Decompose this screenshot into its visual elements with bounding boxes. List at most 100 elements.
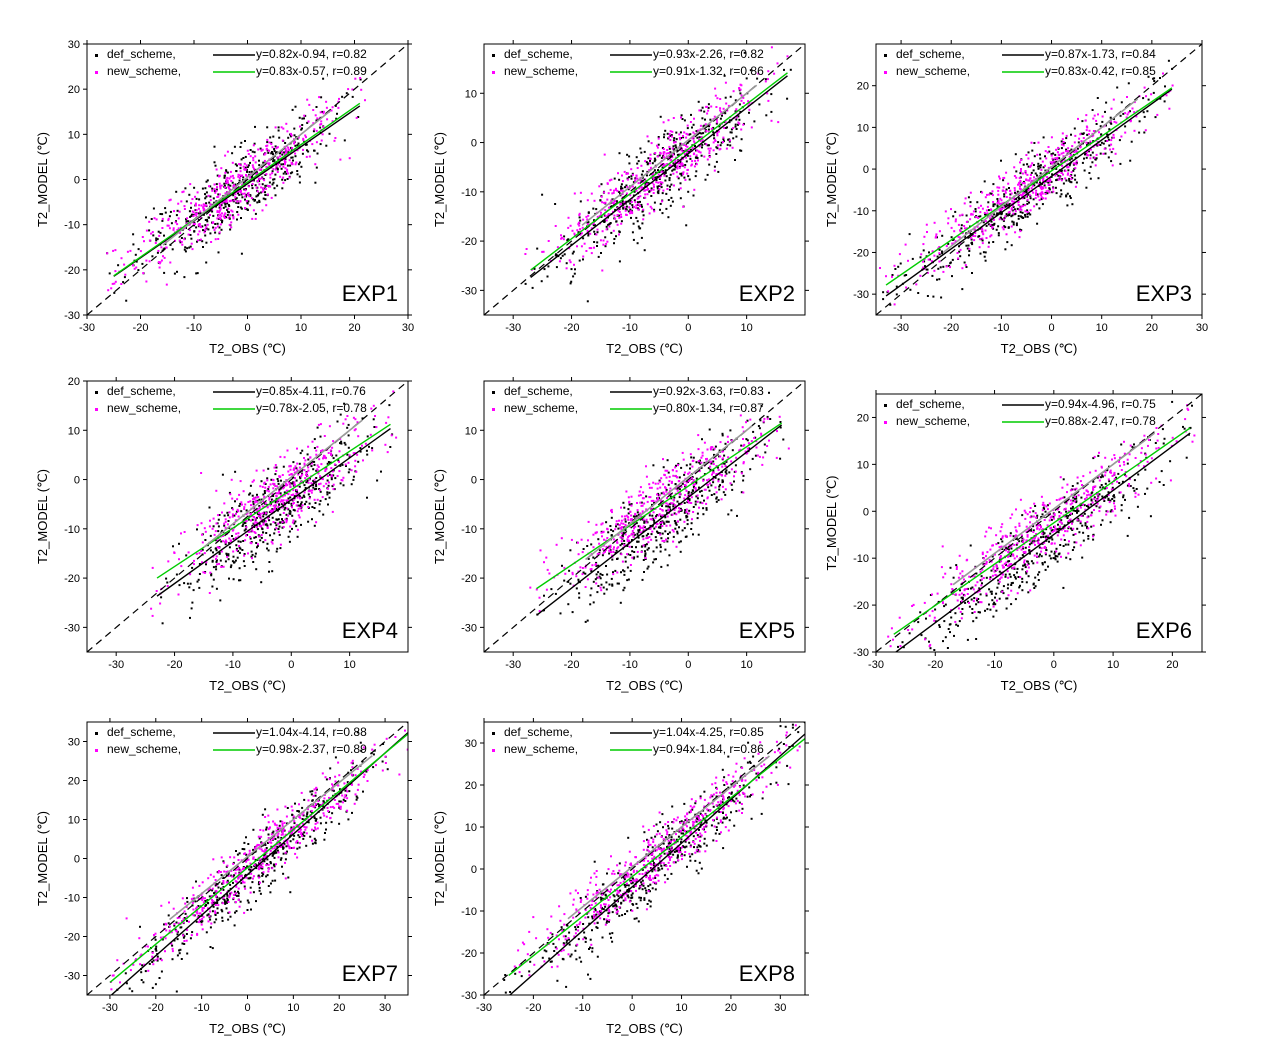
- new-scheme-point: [999, 208, 1001, 211]
- def-scheme-point: [700, 466, 703, 469]
- new-scheme-point: [607, 192, 610, 195]
- def-scheme-point: [1138, 120, 1141, 123]
- def-scheme-point: [640, 203, 643, 206]
- def-scheme-point: [664, 548, 667, 551]
- def-scheme-point: [361, 417, 364, 420]
- def-scheme-point: [1071, 203, 1074, 206]
- new-scheme-point: [293, 481, 296, 484]
- def-scheme-point: [712, 131, 715, 134]
- def-scheme-point: [664, 179, 667, 182]
- new-scheme-point: [242, 490, 245, 493]
- new-scheme-point: [535, 588, 538, 591]
- new-scheme-point: [619, 202, 622, 205]
- def-scheme-point: [292, 484, 295, 487]
- def-scheme-point: [695, 482, 698, 485]
- def-scheme-point: [352, 478, 355, 481]
- new-scheme-point: [284, 161, 287, 164]
- new-scheme-point: [957, 235, 960, 238]
- new-scheme-point: [255, 171, 258, 174]
- def-scheme-point: [1100, 141, 1103, 144]
- new-scheme-point: [296, 468, 299, 471]
- new-scheme-point: [273, 507, 276, 510]
- def-scheme-point: [1076, 147, 1079, 150]
- new-scheme-point: [257, 543, 259, 546]
- def-scheme-point: [300, 523, 302, 526]
- new-scheme-point: [145, 280, 148, 283]
- def-scheme-point: [690, 528, 693, 530]
- new-scheme-point: [1080, 140, 1083, 143]
- new-scheme-point: [243, 508, 246, 510]
- def-scheme-point: [322, 77, 325, 80]
- new-scheme-fit-line: [156, 423, 391, 579]
- new-scheme-point: [294, 477, 296, 480]
- def-scheme-point: [721, 434, 724, 437]
- def-scheme-point: [183, 276, 186, 279]
- def-scheme-point: [311, 518, 313, 521]
- new-scheme-point: [742, 102, 745, 104]
- new-scheme-point: [548, 572, 551, 575]
- def-scheme-point: [1058, 157, 1061, 160]
- def-scheme-point: [1107, 156, 1110, 159]
- panel-title: EXP2: [739, 281, 795, 306]
- new-scheme-point: [964, 197, 967, 200]
- new-scheme-point: [596, 215, 599, 218]
- def-scheme-point: [276, 167, 279, 170]
- def-scheme-point: [276, 478, 279, 480]
- def-scheme-point: [1060, 170, 1063, 173]
- new-scheme-point: [203, 204, 206, 207]
- new-scheme-point: [155, 218, 158, 221]
- new-scheme-point: [682, 135, 684, 137]
- new-scheme-point: [274, 126, 277, 129]
- def-scheme-point: [282, 151, 285, 154]
- def-scheme-point: [703, 124, 706, 127]
- def-scheme-point: [220, 540, 223, 543]
- def-scheme-point: [547, 265, 550, 268]
- def-scheme-point: [1091, 161, 1094, 164]
- new-scheme-point: [224, 186, 226, 189]
- def-scheme-point: [278, 521, 281, 524]
- new-scheme-point: [369, 433, 372, 436]
- def-scheme-point: [1012, 206, 1015, 208]
- def-scheme-point: [604, 245, 607, 248]
- def-scheme-point: [645, 161, 648, 164]
- new-scheme-point: [628, 539, 631, 542]
- def-scheme-point: [238, 579, 240, 582]
- new-scheme-point: [354, 77, 357, 80]
- def-scheme-point: [734, 99, 737, 102]
- def-scheme-point: [319, 499, 322, 502]
- new-scheme-point: [227, 216, 230, 219]
- def-scheme-point: [695, 477, 698, 480]
- def-scheme-point: [715, 160, 718, 163]
- legend-new-equation: y=0.83x-0.57, r=0.89: [256, 64, 367, 78]
- def-scheme-point: [728, 140, 731, 143]
- def-scheme-point: [255, 542, 258, 544]
- def-scheme-point: [224, 205, 227, 208]
- new-scheme-point: [623, 544, 626, 547]
- def-scheme-point: [1010, 244, 1013, 247]
- new-scheme-point: [630, 200, 633, 203]
- def-scheme-point: [908, 233, 911, 236]
- def-scheme-point: [204, 193, 206, 196]
- def-scheme-point: [218, 514, 221, 516]
- def-scheme-point: [283, 508, 286, 511]
- new-scheme-point: [1021, 194, 1024, 197]
- def-scheme-point: [992, 223, 995, 226]
- new-scheme-point: [922, 260, 924, 263]
- def-scheme-point: [647, 532, 650, 535]
- def-scheme-point: [164, 211, 167, 214]
- new-scheme-point: [658, 494, 661, 497]
- new-scheme-point: [172, 228, 175, 231]
- def-scheme-point: [245, 509, 248, 512]
- new-scheme-point: [158, 262, 161, 265]
- def-scheme-point: [185, 220, 188, 223]
- def-scheme-point: [664, 171, 667, 174]
- new-scheme-point: [297, 473, 300, 476]
- new-scheme-point: [1038, 178, 1041, 181]
- new-scheme-point: [338, 470, 341, 473]
- new-scheme-point: [989, 217, 992, 220]
- new-scheme-point: [599, 239, 602, 242]
- new-scheme-point: [275, 527, 278, 530]
- new-scheme-point: [237, 175, 240, 178]
- def-scheme-point: [185, 218, 187, 221]
- new-scheme-point: [1068, 155, 1071, 158]
